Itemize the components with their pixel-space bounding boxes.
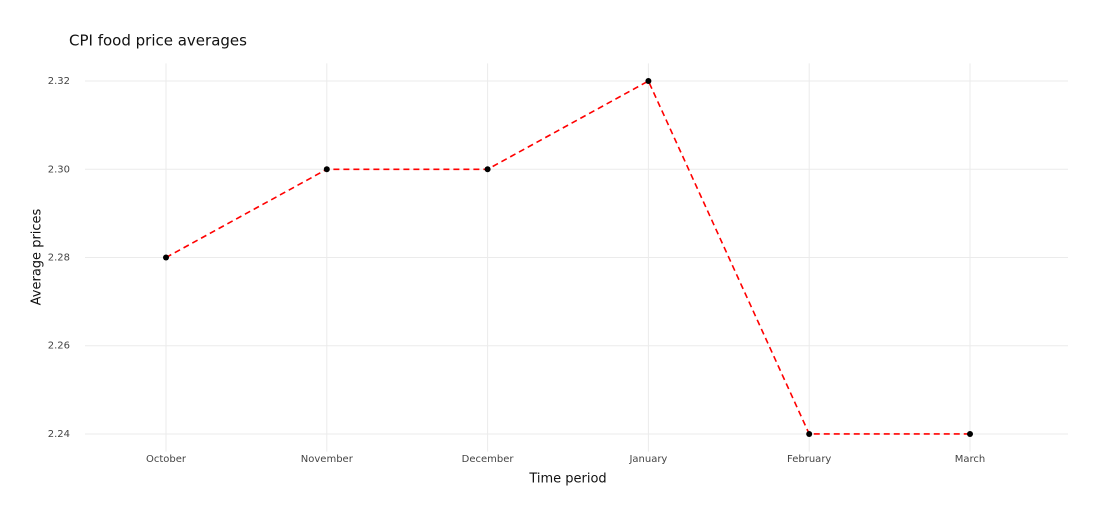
x-tick-label: March (955, 454, 985, 465)
marker (967, 430, 973, 437)
y-tick-label: 2.30 (48, 164, 70, 175)
x-axis-title: Time period (528, 472, 606, 487)
marker (484, 166, 491, 173)
y-axis-title: Average prices (30, 208, 45, 305)
marker (806, 430, 813, 437)
marker (323, 166, 330, 173)
y-tick-label: 2.26 (48, 341, 70, 352)
x-tick-label: October (146, 454, 187, 465)
x-tick-label: December (462, 454, 515, 465)
marker (163, 254, 169, 261)
x-tick-label: February (787, 454, 831, 465)
marker (645, 78, 652, 85)
y-tick-label: 2.24 (48, 429, 70, 440)
chart-title: CPI food price averages (69, 32, 247, 50)
grid (85, 63, 1068, 452)
line (165, 79, 970, 435)
x-tick-label: January (628, 454, 667, 465)
y-tick-label: 2.28 (48, 253, 70, 264)
y-tick-label: 2.32 (48, 76, 70, 87)
x-tick-label: November (301, 454, 354, 465)
